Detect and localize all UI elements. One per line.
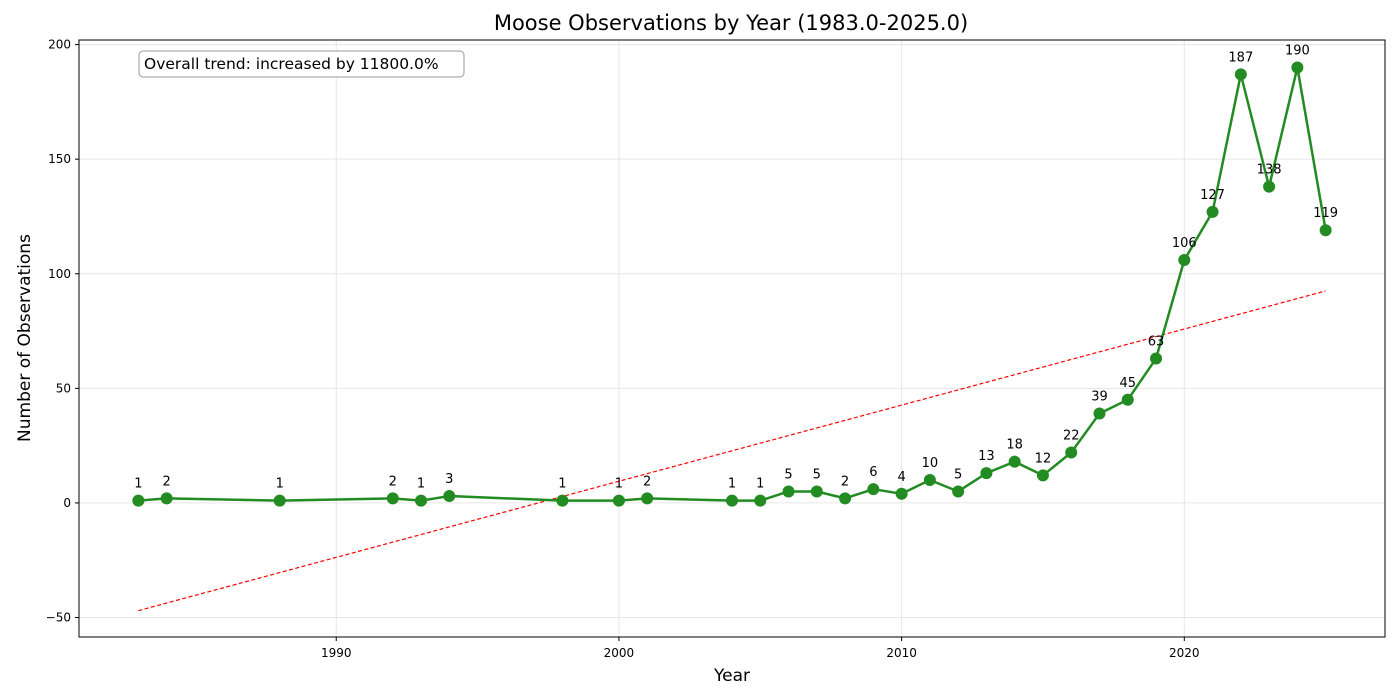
data-label: 1: [728, 477, 736, 492]
grid-lines: [79, 40, 1385, 637]
data-label: 187: [1228, 50, 1253, 65]
data-point: [132, 494, 145, 507]
data-label: 127: [1200, 188, 1225, 203]
data-label: 4: [897, 470, 905, 485]
data-label: 2: [162, 474, 170, 489]
data-point: [895, 487, 908, 500]
y-ticks-group: −50 0 50 100 150 200: [46, 38, 79, 625]
data-point: [386, 492, 399, 505]
x-tick-label: 2010: [886, 646, 917, 660]
data-label: 5: [813, 467, 821, 482]
data-label: 45: [1119, 376, 1136, 391]
data-point: [980, 467, 993, 480]
data-label: 10: [922, 456, 939, 471]
data-point: [1065, 446, 1078, 459]
data-point: [160, 492, 173, 505]
y-axis-title: Number of Observations: [15, 234, 35, 442]
data-point: [754, 494, 767, 507]
x-tick-label: 1990: [321, 646, 352, 660]
data-label: 13: [978, 449, 995, 464]
data-point: [867, 483, 880, 496]
y-tick-label: 200: [48, 38, 71, 52]
series-line: [138, 66, 1327, 502]
data-label: 1: [417, 477, 425, 492]
data-point: [952, 485, 965, 498]
x-tick-label: 2000: [604, 646, 635, 660]
data-point: [1206, 205, 1219, 218]
data-point: [782, 485, 795, 498]
data-label: 1: [276, 477, 284, 492]
data-point: [1291, 61, 1304, 74]
data-point: [1234, 68, 1247, 81]
data-label: 63: [1148, 335, 1165, 350]
data-point: [1121, 393, 1134, 406]
data-point: [1008, 455, 1021, 468]
data-label: 190: [1285, 44, 1310, 59]
data-labels-group: 1 2 1 2 1 3 1 1 2 1 15 5 26 4105131812223945631061271…: [134, 44, 1338, 492]
data-label: 5: [954, 467, 962, 482]
data-point: [726, 494, 738, 507]
chart-title: Moose Observations by Year (1983.0-2025.…: [494, 11, 968, 35]
x-axis-title: Year: [713, 666, 750, 686]
y-tick-label: 50: [56, 381, 71, 395]
trendline: [138, 290, 1326, 612]
series-group: [132, 61, 1332, 507]
data-label: 6: [869, 465, 877, 480]
data-point: [556, 494, 569, 507]
data-label: 1: [615, 477, 623, 492]
data-point: [443, 490, 456, 503]
data-point: [1263, 180, 1276, 193]
data-label: 2: [389, 474, 397, 489]
x-tick-label: 2020: [1169, 646, 1200, 660]
data-point: [839, 492, 852, 505]
data-point: [1036, 469, 1049, 482]
data-label: 22: [1063, 429, 1080, 444]
data-label: 18: [1006, 438, 1023, 453]
data-point: [415, 494, 428, 507]
y-tick-label: −50: [46, 611, 71, 625]
data-label: 119: [1313, 206, 1338, 221]
x-ticks-group: 1990 2000 2010 2020: [321, 637, 1200, 660]
trend-annotation-text: Overall trend: increased by 11800.0%: [144, 55, 439, 73]
y-tick-label: 150: [48, 152, 71, 166]
trendline-group: [138, 290, 1326, 612]
data-point: [273, 494, 286, 507]
data-label: 2: [643, 474, 651, 489]
data-label: 12: [1035, 451, 1052, 466]
y-tick-label: 0: [63, 496, 71, 510]
data-label: 39: [1091, 390, 1108, 405]
data-label: 1: [134, 477, 142, 492]
data-label: 138: [1257, 163, 1282, 178]
data-point: [1150, 352, 1163, 365]
trend-annotation-box: [138, 50, 465, 78]
data-label: 5: [784, 467, 792, 482]
y-tick-label: 100: [48, 267, 71, 281]
data-point: [1093, 407, 1106, 420]
trend-annotation: Overall trend: increased by 11800.0%: [138, 50, 465, 78]
data-label: 1: [558, 477, 566, 492]
data-point: [1178, 254, 1191, 267]
data-point: [923, 474, 936, 487]
data-label: 1: [756, 477, 764, 492]
data-point: [810, 485, 823, 498]
data-point: [641, 492, 654, 505]
data-label: 2: [841, 474, 849, 489]
data-label: 106: [1172, 236, 1197, 251]
data-point: [612, 494, 625, 507]
plot-frame: [78, 39, 1386, 638]
data-point: [1319, 224, 1332, 237]
data-label: 3: [445, 472, 453, 487]
